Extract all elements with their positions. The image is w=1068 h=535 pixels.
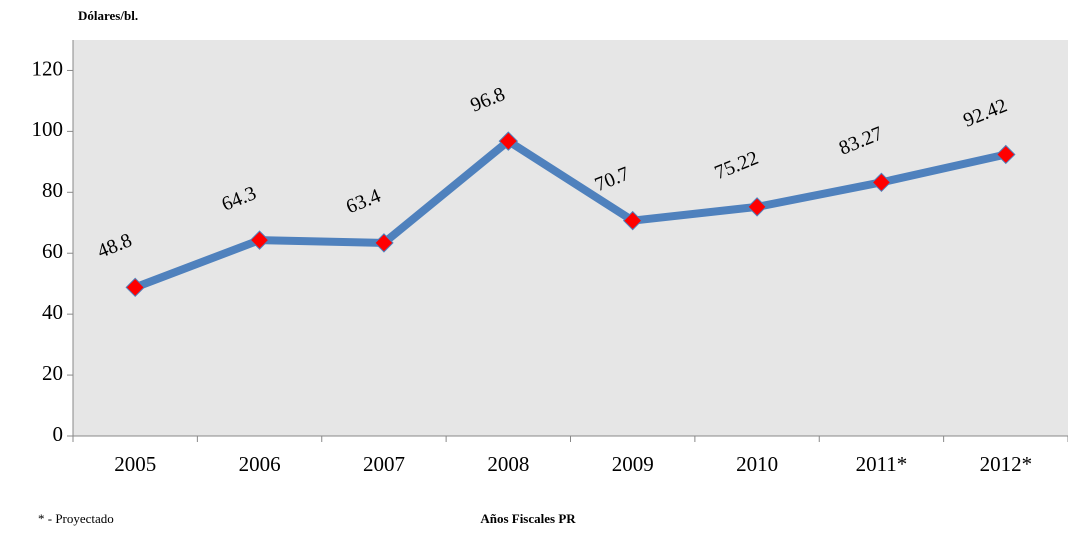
x-tick-label: 2008 (487, 452, 529, 476)
marker (374, 233, 394, 253)
marker (125, 277, 145, 298)
marker (622, 210, 643, 231)
marker (871, 172, 892, 193)
y-axis-label: Dólares/bl. (78, 8, 138, 23)
marker (498, 131, 519, 151)
x-axis-label: Años Fiscales PR (480, 511, 576, 526)
y-tick-label: 60 (42, 239, 63, 263)
marker (747, 197, 767, 217)
marker (249, 230, 270, 250)
x-tick-label: 2010 (736, 452, 778, 476)
y-tick-label: 100 (32, 117, 64, 141)
x-tick-label: 2006 (239, 452, 281, 476)
x-tick-label: 2005 (114, 452, 156, 476)
note: * - Proyectado (38, 511, 114, 526)
x-tick-label: 2007 (363, 452, 405, 476)
y-tick-label: 40 (42, 300, 63, 324)
x-tick-label: 2009 (612, 452, 654, 476)
y-tick-label: 120 (32, 56, 64, 80)
plot-area (73, 40, 1068, 436)
y-tick-label: 20 (42, 361, 63, 385)
y-tick-label: 80 (42, 178, 63, 202)
marker (996, 144, 1016, 165)
y-tick-label: 0 (53, 422, 64, 446)
x-tick-label: 2011* (856, 452, 908, 476)
x-tick-label: 2012* (980, 452, 1033, 476)
line (133, 137, 1007, 292)
